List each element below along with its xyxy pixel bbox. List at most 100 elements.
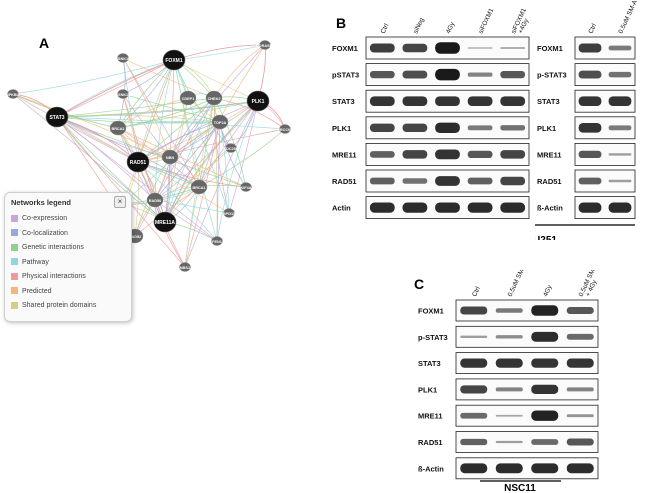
blot-band (531, 410, 559, 421)
blot-band (495, 335, 523, 339)
blot-band (435, 149, 460, 160)
blot-band (467, 125, 493, 131)
network-node-fen1[interactable]: FEN1 (211, 236, 223, 246)
network-edge (154, 100, 259, 201)
node-shape (211, 114, 229, 130)
blot-band (608, 153, 632, 156)
protein-label: STAT3 (332, 97, 355, 106)
panel-label-b: B (336, 15, 347, 31)
node-shape (225, 143, 237, 153)
network-nodes: STAT3 NFKBIZ CSNK1D CSNK1E FOXM1 GORASP1 CDEP1… (6, 40, 293, 272)
node-shape (117, 89, 129, 99)
network-node-mre11a[interactable]: MRE11A (153, 211, 177, 233)
network-edge (56, 116, 166, 223)
network-node-nbs1[interactable]: NBS1 (179, 262, 191, 272)
network-edge (12, 93, 139, 163)
lane-label: Ctrl (587, 22, 598, 35)
legend-label: Co-expression (22, 215, 68, 222)
blot-band (608, 179, 632, 183)
legend-swatch (11, 258, 18, 266)
node-label: RAD51 (130, 160, 147, 166)
blot-band (531, 384, 559, 395)
node-shape (179, 262, 191, 272)
network-edge (137, 128, 286, 163)
blot-band (402, 96, 428, 107)
panel-label-a: A (39, 35, 50, 51)
network-edge (198, 128, 286, 188)
node-shape (279, 124, 291, 134)
western-blot-c-nsc11: Ctrl 0.5uM SM-A 4Gy 0.5uM SM-A+ 4GyFOXM1p-S… (418, 270, 600, 493)
network-node-gorasp1[interactable]: GORASP1 (256, 40, 275, 50)
legend-item: Pathway (11, 258, 49, 268)
blot-band (531, 331, 559, 342)
blot-band (467, 177, 493, 185)
network-node-brca2[interactable]: BRCA2 (109, 120, 127, 136)
network-edge (117, 57, 126, 129)
network-node-plk1[interactable]: PLK1 (246, 90, 270, 112)
node-label: BRCA1 (192, 186, 205, 190)
network-node-cdep1[interactable]: CDEP1 (179, 90, 197, 106)
blot-band (500, 47, 526, 49)
blot-band (435, 202, 460, 213)
network-node-chek2[interactable]: CHEK2 (205, 90, 223, 106)
blot-band (500, 70, 526, 79)
network-edge (213, 97, 247, 188)
blot-band (500, 176, 526, 186)
network-node-nbn[interactable]: NBN (161, 149, 179, 165)
legend-item: Genetic interactions (11, 243, 84, 253)
network-node-csnk1e[interactable]: CSNK1E (115, 89, 131, 99)
node-shape (223, 208, 235, 218)
network-node-kif4a[interactable]: KIF4A (240, 182, 252, 192)
protein-label: Actin (332, 204, 351, 213)
blot-row-rad51: RAD51 (332, 169, 530, 193)
network-edge (184, 186, 200, 268)
network-node-foxm1[interactable]: FOXM1 (162, 49, 186, 71)
blot-row-mre11: MRE11 (332, 142, 530, 166)
blot-band (460, 385, 488, 394)
blot-band (460, 335, 488, 338)
network-node-top2a[interactable]: TOP2A (211, 114, 229, 130)
blot-strip (574, 142, 636, 166)
blot-row-pstat3: pSTAT3 (332, 63, 530, 86)
network-edge (56, 97, 215, 118)
blot-band (500, 125, 526, 131)
node-shape (153, 211, 177, 233)
node-label: CDC25C (223, 147, 238, 151)
node-label: ERCC6L (277, 128, 293, 132)
blot-band (500, 150, 526, 159)
node-shape (240, 182, 252, 192)
network-node-ercc6l[interactable]: ERCC6L (277, 124, 293, 134)
network-node-cdc25c[interactable]: CDC25C (223, 143, 239, 153)
node-label: NFKBIZ (6, 93, 21, 97)
network-edge (173, 44, 266, 61)
network-edge (12, 59, 175, 95)
legend-swatch (11, 214, 18, 222)
blot-band (460, 306, 488, 315)
blot-band (495, 414, 523, 417)
network-node-nfkbiz[interactable]: NFKBIZ (6, 89, 21, 99)
network-edge (56, 116, 221, 124)
legend-title: Networks legend (11, 198, 72, 207)
network-node-rad50[interactable]: RAD50 (146, 192, 164, 208)
blot-band (566, 387, 594, 392)
blot-band (369, 151, 395, 158)
network-edge (56, 100, 259, 118)
blot-band (467, 96, 493, 107)
protein-label: MRE11 (418, 412, 443, 421)
node-label: RAD50 (149, 199, 161, 203)
blot-row-plk1: PLK1 (537, 116, 636, 140)
network-node-brca1[interactable]: BRCA1 (190, 179, 208, 195)
gene-network: STAT3 NFKBIZ CSNK1D CSNK1E FOXM1 GORASP1 CDEP1… (6, 40, 293, 272)
network-edge (164, 59, 175, 223)
node-label: FOXM1 (165, 58, 182, 64)
blot-band (435, 42, 460, 54)
legend-swatch (11, 301, 18, 309)
network-node-csnk1d[interactable]: CSNK1D (115, 53, 131, 63)
close-icon[interactable]: × (114, 196, 126, 208)
node-label: TOP2A (214, 121, 227, 125)
western-blot-b-siFOXM1: Ctrl siNeg 4Gy siFOXM1 siFOXM1+4GyFOXM1pSTAT… (332, 7, 530, 220)
network-node-rad51[interactable]: RAD51 (126, 151, 150, 173)
node-shape (45, 106, 69, 128)
network-node-stat3[interactable]: STAT3 (45, 106, 69, 128)
network-node-spo11[interactable]: SPO11 (223, 208, 235, 218)
